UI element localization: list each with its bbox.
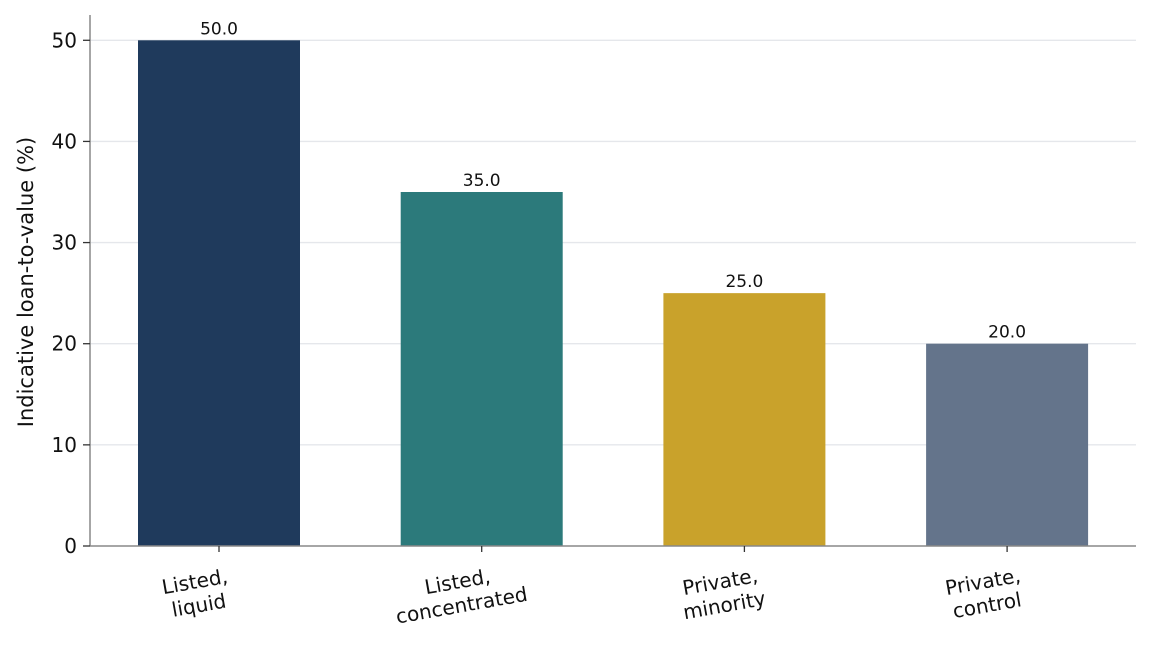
y-axis-title: Indicative loan-to-value (%) xyxy=(14,137,38,427)
x-tick-label: Private,minority xyxy=(681,563,768,624)
bar xyxy=(926,343,1089,546)
data-label: 25.0 xyxy=(725,272,763,292)
axes xyxy=(89,15,1136,547)
y-tick-label: 40 xyxy=(52,129,77,153)
data-label: 50.0 xyxy=(200,19,238,39)
bar xyxy=(663,293,826,546)
y-tick-label: 0 xyxy=(64,534,77,558)
bar xyxy=(138,40,300,547)
bar xyxy=(400,192,563,546)
data-label: 20.0 xyxy=(988,323,1026,343)
y-tick-label: 50 xyxy=(52,28,77,52)
data-label: 35.0 xyxy=(463,171,501,191)
x-tick-label: Listed,liquid xyxy=(160,564,229,622)
x-tick-label: Private,control xyxy=(943,563,1023,623)
x-tick-label: Listed,concentrated xyxy=(394,564,529,629)
bars xyxy=(138,40,1089,547)
y-axis-ticks: 0 10 20 30 40 50 xyxy=(52,28,90,558)
y-tick-label: 10 xyxy=(52,433,77,457)
y-tick-label: 20 xyxy=(52,332,77,356)
x-axis-ticks: Listed,liquid Listed,concentrated Private,… xyxy=(160,546,1023,629)
data-labels: 50.0 35.0 25.0 20.0 xyxy=(200,19,1026,342)
y-tick-label: 30 xyxy=(52,231,77,255)
